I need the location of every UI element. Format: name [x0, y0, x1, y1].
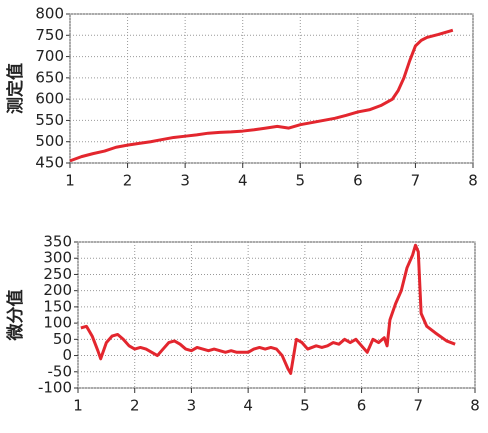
x-tick-label: 5	[296, 172, 306, 190]
x-tick-label: 1	[73, 397, 83, 415]
x-tick-label: 6	[353, 172, 363, 190]
x-tick-label: 3	[180, 172, 190, 190]
y-tick-label: 300	[43, 249, 72, 267]
y-tick-label: -100	[38, 379, 72, 397]
y-axis-label: 微分值	[5, 290, 26, 342]
x-tick-label: 5	[300, 397, 310, 415]
y-tick-label: 700	[35, 47, 64, 65]
plot-area	[77, 241, 476, 389]
y-tick-label: 500	[35, 132, 64, 150]
y-tick-label: 150	[43, 297, 72, 315]
y-tick-label: 50	[53, 330, 72, 348]
y-tick-label: 800	[35, 5, 64, 23]
y-tick-label: 650	[35, 68, 64, 86]
x-tick-label: 6	[357, 397, 367, 415]
data-line	[80, 243, 456, 375]
x-tick-label: 8	[468, 172, 478, 190]
y-axis-label: 测定值	[5, 63, 26, 114]
x-tick-label: 8	[470, 397, 480, 415]
y-tick-label: 750	[35, 26, 64, 44]
y-tick-label: 200	[43, 281, 72, 299]
y-tick-label: 250	[43, 265, 72, 283]
x-tick-label: 2	[123, 172, 133, 190]
y-tick-label: -50	[48, 362, 73, 380]
x-tick-label: 1	[65, 172, 75, 190]
x-tick-label: 7	[414, 397, 424, 415]
data-line	[69, 28, 454, 163]
x-tick-label: 2	[130, 397, 140, 415]
y-tick-label: 0	[62, 346, 72, 364]
y-tick-label: 450	[35, 154, 64, 172]
x-tick-label: 4	[238, 172, 248, 190]
y-tick-label: 600	[35, 90, 64, 108]
y-tick-label: 100	[43, 314, 72, 332]
y-tick-label: 550	[35, 111, 64, 129]
x-tick-label: 4	[243, 397, 253, 415]
x-tick-label: 7	[411, 172, 421, 190]
plot-area	[69, 13, 474, 164]
x-tick-label: 3	[187, 397, 197, 415]
y-tick-label: 350	[43, 233, 72, 251]
